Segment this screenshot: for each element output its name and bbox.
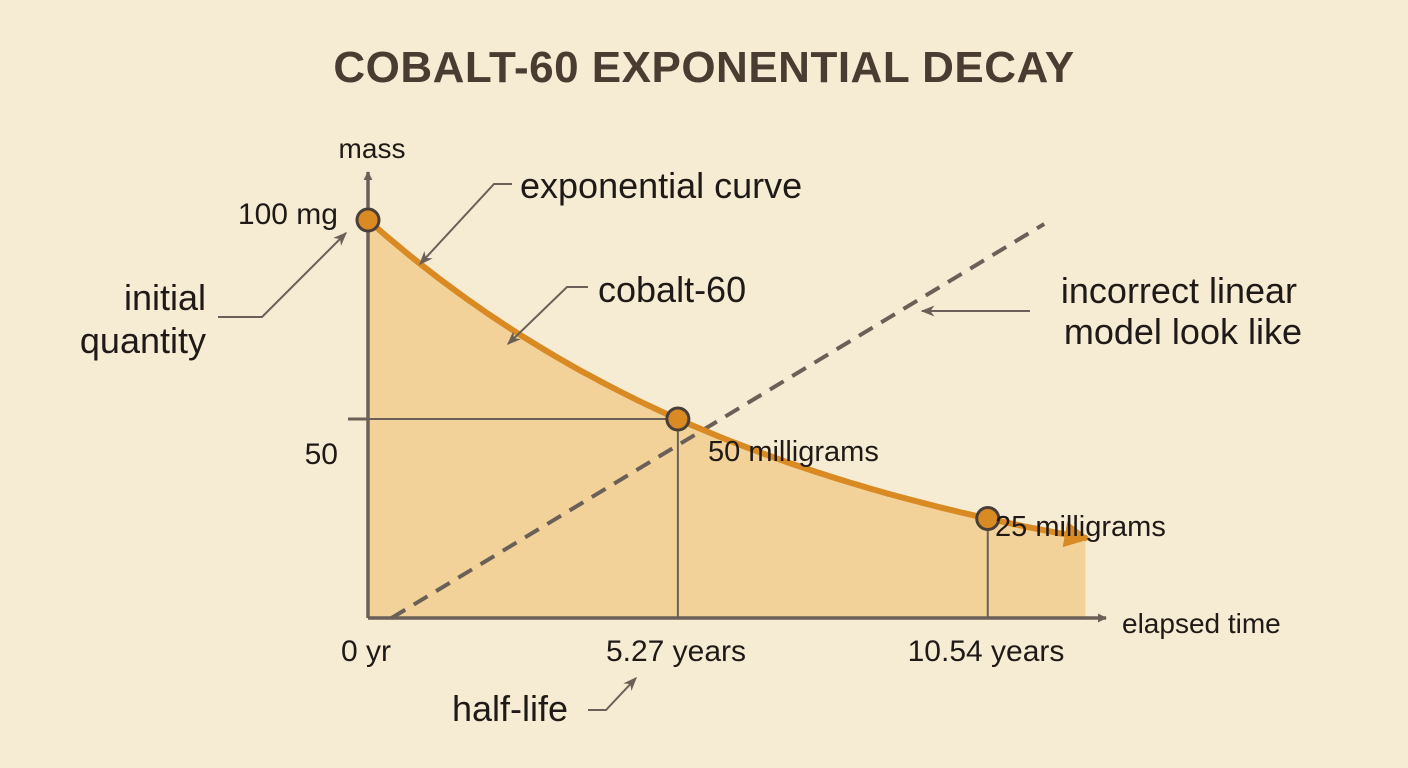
data-point-second-half-life (975, 506, 1001, 531)
annotation-cobalt-60: cobalt-60 (598, 269, 746, 310)
linear-model-dashed-line (390, 222, 1046, 620)
annotation-linear-model-line-1: incorrect linear (1061, 270, 1297, 311)
decay-curve-line (365, 217, 1091, 548)
leader-exponential-curve (419, 183, 512, 266)
decay-area-fill (368, 220, 1086, 618)
point-label-25-milligrams: 25 milligrams (995, 511, 1166, 543)
y-axis-label: mass (339, 133, 406, 164)
y-tick-label-50: 50 (305, 438, 338, 471)
point-label-50-milligrams: 50 milligrams (708, 436, 879, 468)
annotation-half-life: half-life (452, 688, 568, 729)
x-axis-label: elapsed time (1122, 608, 1281, 639)
annotation-initial-quantity-line-1: initial (124, 277, 206, 318)
x-tick-label-10-54: 10.54 years (908, 635, 1065, 668)
annotation-exponential-curve: exponential curve (520, 165, 802, 206)
chart-title: COBALT-60 EXPONENTIAL DECAY (333, 43, 1074, 92)
leader-initial-quantity (218, 232, 347, 318)
data-point-half-life (665, 406, 691, 432)
x-tick-label-5-27: 5.27 years (606, 635, 746, 668)
leader-half-life (588, 676, 637, 711)
x-tick-label-0: 0 yr (341, 635, 391, 668)
leader-cobalt-60 (506, 286, 588, 345)
annotation-initial-quantity-line-2: quantity (80, 320, 206, 361)
annotation-linear-model-line-2: model look like (1064, 311, 1302, 352)
y-tick-label-100: 100 mg (238, 198, 338, 231)
data-point-initial (355, 207, 381, 233)
